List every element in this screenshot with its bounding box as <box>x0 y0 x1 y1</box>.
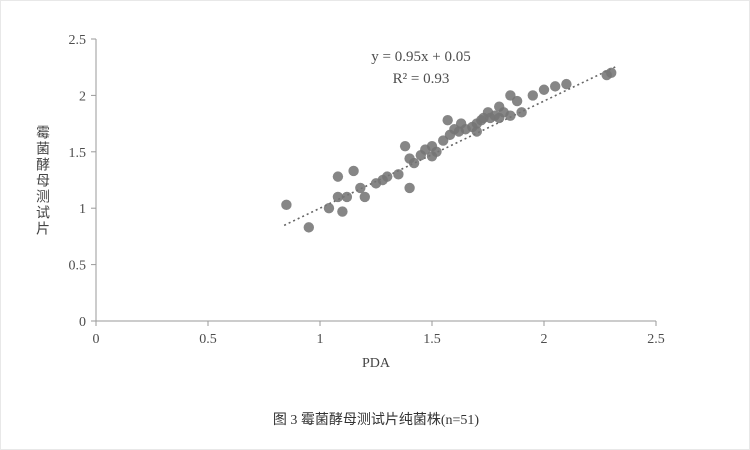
x-tick-label: 2 <box>541 332 548 347</box>
scatter-point <box>516 107 527 118</box>
y-axis-title: 霉菌酵母测试片 <box>34 125 49 237</box>
scatter-point <box>538 84 550 95</box>
y-tick-label: 2 <box>79 89 86 104</box>
y-tick-label: 0 <box>79 315 86 330</box>
scatter-point <box>332 191 344 203</box>
scatter-point <box>550 81 561 92</box>
scatter-point <box>341 191 353 203</box>
scatter-point <box>404 182 415 194</box>
y-axis-ticks: 0 0.5 1 1.5 2 2.5 <box>69 33 96 330</box>
trend-line <box>283 64 619 227</box>
trendline <box>283 64 619 227</box>
y-tick-label: 1.5 <box>69 146 87 161</box>
scatter-point <box>303 222 314 233</box>
equation-label: y = 0.95x + 0.05 <box>371 49 470 65</box>
scatter-point <box>431 146 442 157</box>
scatter-point <box>382 171 393 182</box>
scatter-point <box>332 171 344 182</box>
scatter-point <box>393 169 404 180</box>
scatter-point <box>527 90 538 101</box>
y-tick-label: 1 <box>79 202 86 217</box>
x-axis-ticks: 0 0.5 1 1.5 2 2.5 <box>93 321 665 347</box>
x-tick-label: 1 <box>317 332 324 347</box>
scatter-point <box>323 203 335 214</box>
x-axis-title: PDA <box>362 356 391 371</box>
x-tick-label: 1.5 <box>423 332 441 347</box>
scatter-point <box>348 165 359 177</box>
figure-caption: 图 3 霉菌酵母测试片纯菌株(n=51) <box>272 413 480 428</box>
scatter-point <box>408 157 420 169</box>
y-tick-label: 2.5 <box>69 33 87 48</box>
scatter-point <box>505 110 516 121</box>
x-tick-label: 2.5 <box>647 332 665 347</box>
y-tick-label: 0.5 <box>69 259 87 274</box>
scatter-point <box>359 191 370 203</box>
scatter-point <box>606 67 617 79</box>
scatter-point <box>471 126 482 137</box>
scatter-points <box>281 67 617 233</box>
scatter-point <box>561 78 572 90</box>
r-squared-label: R² = 0.93 <box>393 71 450 87</box>
scatter-point <box>399 140 411 152</box>
scatter-point <box>442 115 453 126</box>
scatter-point <box>337 206 348 217</box>
scatter-point <box>511 95 523 107</box>
axes <box>95 39 656 322</box>
scatter-point <box>281 199 292 211</box>
x-tick-label: 0 <box>93 332 100 347</box>
x-tick-label: 0.5 <box>199 332 217 347</box>
scatter-chart: 0 0.5 1 1.5 2 2.5 0 0.5 1 1.5 2 2.5 y = 0.95x + 0.… <box>69 33 665 371</box>
scatter-point <box>355 182 366 194</box>
